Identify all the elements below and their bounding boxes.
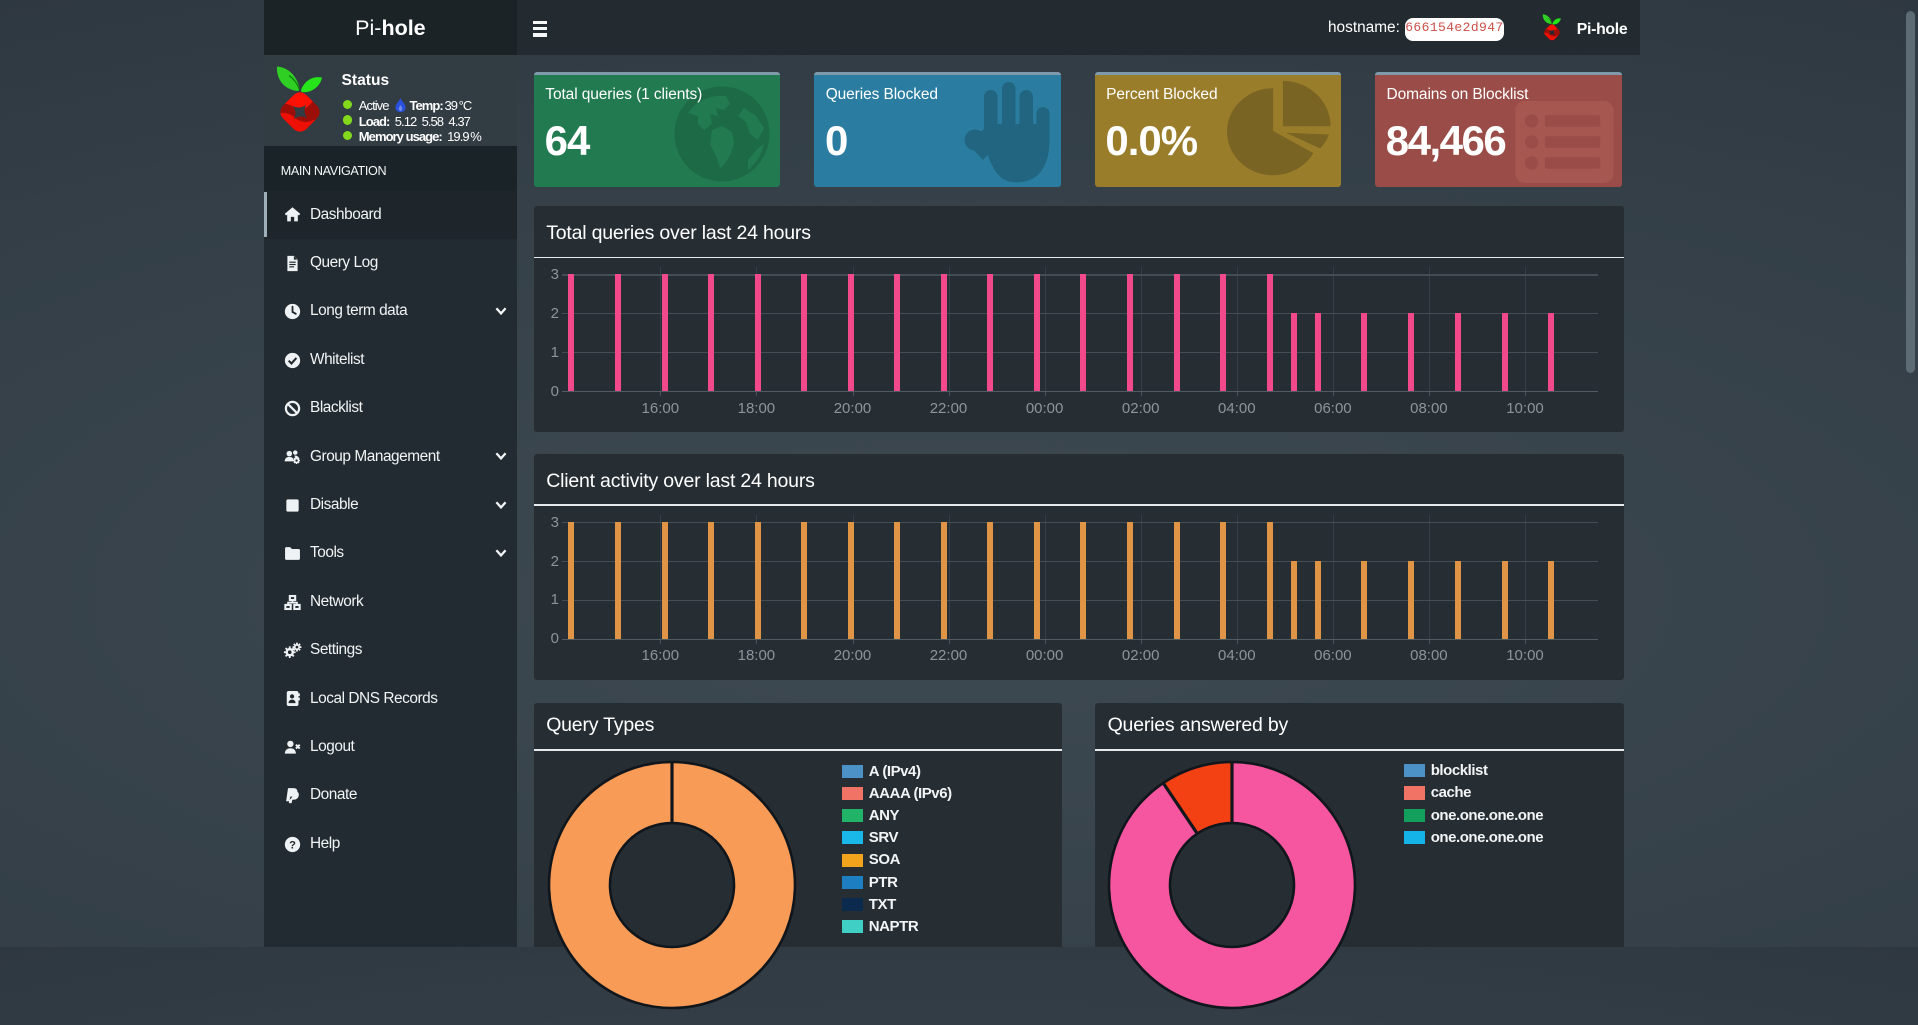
- svg-text:?: ?: [289, 839, 296, 851]
